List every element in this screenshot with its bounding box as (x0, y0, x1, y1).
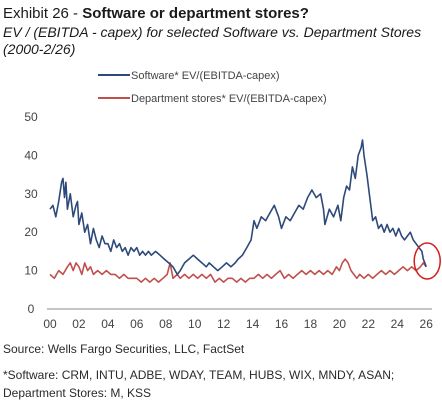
exhibit-label: Exhibit 26 - (3, 5, 83, 22)
line-chart: Software* EV/(EBITDA-capex) Department s… (24, 70, 441, 331)
x-tick-label: 22 (362, 317, 376, 331)
x-tick-label: 24 (391, 317, 405, 331)
y-tick-label: 10 (24, 264, 38, 278)
x-tick-label: 06 (130, 317, 144, 331)
chart-footnote: *Software: CRM, INTU, ADBE, WDAY, TEAM, … (3, 366, 439, 402)
footnote-line-software: *Software: CRM, INTU, ADBE, WDAY, TEAM, … (3, 368, 395, 382)
legend: Software* EV/(EBITDA-capex) Department s… (98, 70, 327, 105)
x-tick-label: 16 (275, 317, 289, 331)
x-axis: 00 02 04 06 08 10 12 14 16 18 20 22 24 26 (43, 308, 434, 331)
footnote-line-department: Department Stores: M, KSS (3, 386, 152, 400)
x-tick-label: 00 (43, 317, 57, 331)
exhibit-title: Software or department stores? (82, 5, 309, 22)
y-axis: 0 10 20 30 40 50 (24, 110, 38, 316)
series-line-software (49, 139, 427, 276)
x-tick-label: 12 (217, 317, 231, 331)
x-tick-label: 26 (420, 317, 434, 331)
y-tick-label: 50 (24, 110, 38, 124)
x-tick-label: 18 (304, 317, 318, 331)
legend-label-software: Software* EV/(EBITDA-capex) (131, 70, 280, 82)
x-tick-label: 10 (188, 317, 202, 331)
x-tick-label: 08 (159, 317, 173, 331)
series-line-department (49, 258, 427, 283)
x-tick-label: 20 (333, 317, 347, 331)
plot-area (49, 139, 427, 283)
x-tick-label: 04 (101, 317, 115, 331)
chart-title: Exhibit 26 - Software or department stor… (3, 4, 439, 23)
y-tick-label: 30 (24, 187, 38, 201)
chart-source: Source: Wells Fargo Securities, LLC, Fac… (3, 342, 245, 356)
legend-label-department: Department stores* EV/(EBITDA-capex) (131, 93, 327, 105)
y-tick-label: 0 (28, 302, 35, 316)
x-tick-label: 02 (72, 317, 86, 331)
highlight-circle (413, 242, 441, 280)
annotation-layer (413, 242, 441, 280)
x-tick-label: 14 (246, 317, 260, 331)
y-tick-label: 40 (24, 148, 38, 162)
chart-subtitle: EV / (EBITDA - capex) for selected Softw… (3, 24, 422, 57)
y-tick-label: 20 (24, 225, 38, 239)
